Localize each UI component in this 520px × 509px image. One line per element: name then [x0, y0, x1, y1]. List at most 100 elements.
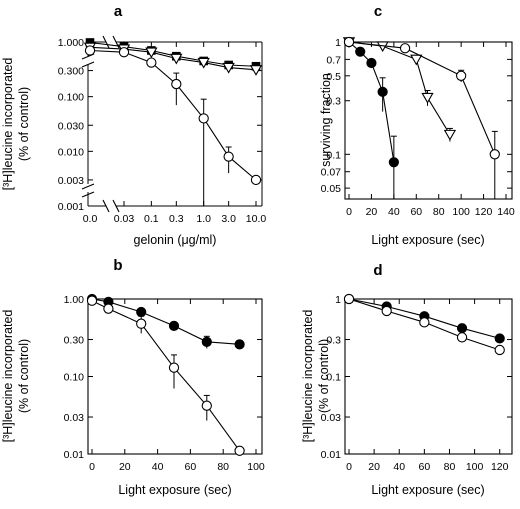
data-point-a-open-circle: [250, 174, 262, 186]
data-point-d-open-circle: [343, 293, 355, 305]
data-point-b-filled-circle: [168, 320, 180, 331]
axis-break-mark: [81, 183, 95, 190]
data-point-a-open-triangle: [170, 53, 183, 65]
y-tick-label: 0.03: [64, 412, 85, 424]
y-tick-label: 0.1: [326, 149, 341, 161]
x-tick-label: 140: [497, 206, 515, 218]
y-tick-label: 0.01: [321, 449, 342, 461]
data-point-c-open-circle: [455, 70, 467, 81]
y-tick-label: 0.001: [58, 201, 84, 213]
data-point-c-open-circle: [489, 149, 500, 160]
panel-letter-c: c: [374, 3, 382, 20]
data-point-b-open-circle: [103, 303, 114, 314]
data-point-a-open-triangle: [249, 65, 263, 76]
data-point-b-open-circle: [136, 318, 147, 329]
axis-break-mark: [81, 191, 95, 198]
data-point-d-open-circle: [419, 317, 430, 328]
data-point-c-filled-circle: [377, 86, 388, 97]
y-axis-label-line1-a: [³H]leucine incorporated: [1, 58, 15, 191]
y-axis-label-line2-d: (% of control): [317, 339, 331, 413]
data-point-b-filled-circle: [234, 339, 245, 350]
data-point-b-open-circle: [201, 400, 212, 411]
y-tick-label: 0.07: [321, 167, 342, 179]
data-point-c-open-circle: [399, 43, 411, 54]
data-point-c-open-triangle: [421, 92, 434, 104]
data-point-a-open-circle: [84, 45, 96, 56]
data-point-a-open-triangle: [197, 57, 210, 69]
y-axis-label-line2-b: (% of control): [17, 339, 31, 413]
x-tick-label: 100: [466, 461, 484, 473]
axis-break-mark: [102, 35, 110, 49]
panel-letter-d: d: [373, 262, 382, 279]
panel-letter-b: b: [113, 257, 122, 274]
data-point-a-open-circle: [198, 113, 209, 124]
data-point-c-filled-circle: [355, 46, 366, 57]
y-tick-label: 0.03: [321, 412, 342, 424]
data-point-d-open-circle: [456, 332, 468, 343]
series-line-c-open-circle: [348, 41, 496, 155]
y-axis-label-line1-b: [³H]leucine incorporated: [1, 310, 15, 443]
series-line-b-filled-circle: [91, 298, 240, 345]
panel-letter-a: a: [114, 3, 123, 20]
data-point-a-open-circle: [118, 47, 130, 58]
y-tick-label: 0.05: [321, 183, 342, 195]
y-tick-label: 0.300: [58, 66, 84, 78]
data-point-a-open-circle: [223, 151, 234, 162]
series-line-b-open-circle: [91, 300, 241, 452]
x-tick-label: 80: [217, 461, 229, 473]
y-tick-label: 1.00: [64, 294, 85, 306]
y-tick-label: 0.3: [326, 335, 341, 347]
data-point-a-open-circle: [171, 78, 182, 90]
x-tick-label: 20: [119, 461, 131, 473]
x-tick-label: 20: [368, 461, 380, 473]
y-tick-label: 0.30: [64, 335, 85, 347]
data-point-b-open-circle: [234, 445, 245, 456]
x-axis-label-d: Light exposure (sec): [371, 483, 484, 497]
x-tick-label: 40: [152, 461, 164, 473]
x-tick-label: 0.0: [83, 213, 98, 225]
x-tick-label: 0: [346, 461, 352, 473]
y-tick-label: 0.01: [64, 449, 85, 461]
y-tick-label: 0.1: [326, 372, 341, 384]
data-point-d-filled-circle: [494, 333, 505, 344]
axis-break-mark: [102, 199, 110, 213]
x-tick-label: 0: [89, 461, 95, 473]
x-axis-label-b: Light exposure (sec): [118, 483, 231, 497]
x-tick-label: 120: [475, 206, 493, 218]
data-point-d-open-circle: [381, 305, 392, 317]
x-tick-label: 60: [419, 461, 431, 473]
x-tick-label: 40: [393, 461, 405, 473]
plot-frame-c: [344, 41, 513, 200]
x-tick-label: 1.0: [196, 213, 211, 225]
data-point-c-filled-circle: [388, 157, 399, 168]
data-point-b-open-circle: [168, 362, 180, 373]
x-tick-label: 80: [433, 206, 445, 218]
data-point-a-filled-square: [85, 38, 95, 47]
x-tick-label: 0: [346, 206, 352, 218]
x-tick-label: 100: [247, 461, 265, 473]
x-tick-label: 120: [491, 461, 509, 473]
x-tick-label: 0.1: [144, 213, 159, 225]
y-tick-label: 0.10: [64, 372, 85, 384]
data-point-b-open-circle: [86, 295, 98, 306]
x-tick-label: 20: [366, 206, 378, 218]
data-point-c-filled-circle: [366, 57, 377, 69]
data-point-c-open-triangle: [410, 54, 423, 66]
x-tick-label: 0.3: [169, 213, 184, 225]
y-axis-label-c: surviving fraction: [319, 73, 333, 167]
data-point-b-filled-circle: [201, 336, 212, 347]
data-point-c-open-triangle: [443, 129, 457, 141]
y-tick-label: 1.000: [58, 37, 84, 49]
x-axis-label-a: gelonin (μg/ml): [134, 233, 217, 247]
y-tick-label: 0.3: [326, 96, 341, 108]
y-tick-label: 0.010: [58, 146, 84, 158]
y-tick-label: 0.5: [326, 71, 341, 83]
y-tick-label: 0.030: [58, 120, 84, 132]
y-axis-label-line2-a: (% of control): [17, 87, 31, 161]
axis-break-mark: [81, 61, 95, 68]
x-tick-label: 60: [185, 461, 197, 473]
data-point-c-open-circle: [343, 36, 355, 48]
data-point-d-filled-circle: [456, 323, 468, 334]
x-tick-label: 3.0: [221, 213, 236, 225]
data-point-a-open-circle: [146, 57, 157, 68]
